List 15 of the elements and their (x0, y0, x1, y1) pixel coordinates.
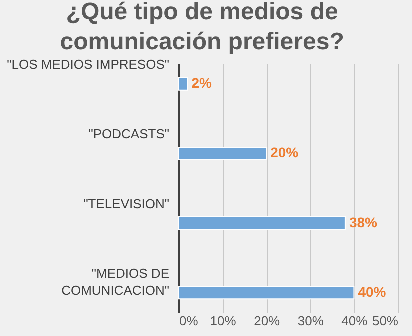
chart-title: ¿Qué tipo de medios de comunicación prefieres? (60, 0, 344, 56)
x-tick-label: 30% (298, 314, 324, 328)
data-label: 2% (192, 75, 213, 92)
data-label: 38% (349, 214, 378, 230)
x-tick-label: 20% (254, 314, 281, 328)
data-label: 40% (358, 284, 387, 300)
y-tick-label: "MEDIOS DE COMUNICACION" (62, 266, 170, 298)
y-tick-label: "LOS MEDIOS IMPRESOS" (7, 57, 170, 72)
y-tick-label: "TELEVISION" (84, 196, 170, 212)
data-label: 20% (270, 144, 300, 161)
y-tick-label: "PODCASTS" (88, 126, 170, 142)
x-tick-label: 50% (372, 314, 399, 328)
x-tick-label: 10% (210, 314, 237, 328)
x-tick-label: 0% (180, 314, 199, 328)
x-tick-label: 40% (342, 314, 368, 328)
